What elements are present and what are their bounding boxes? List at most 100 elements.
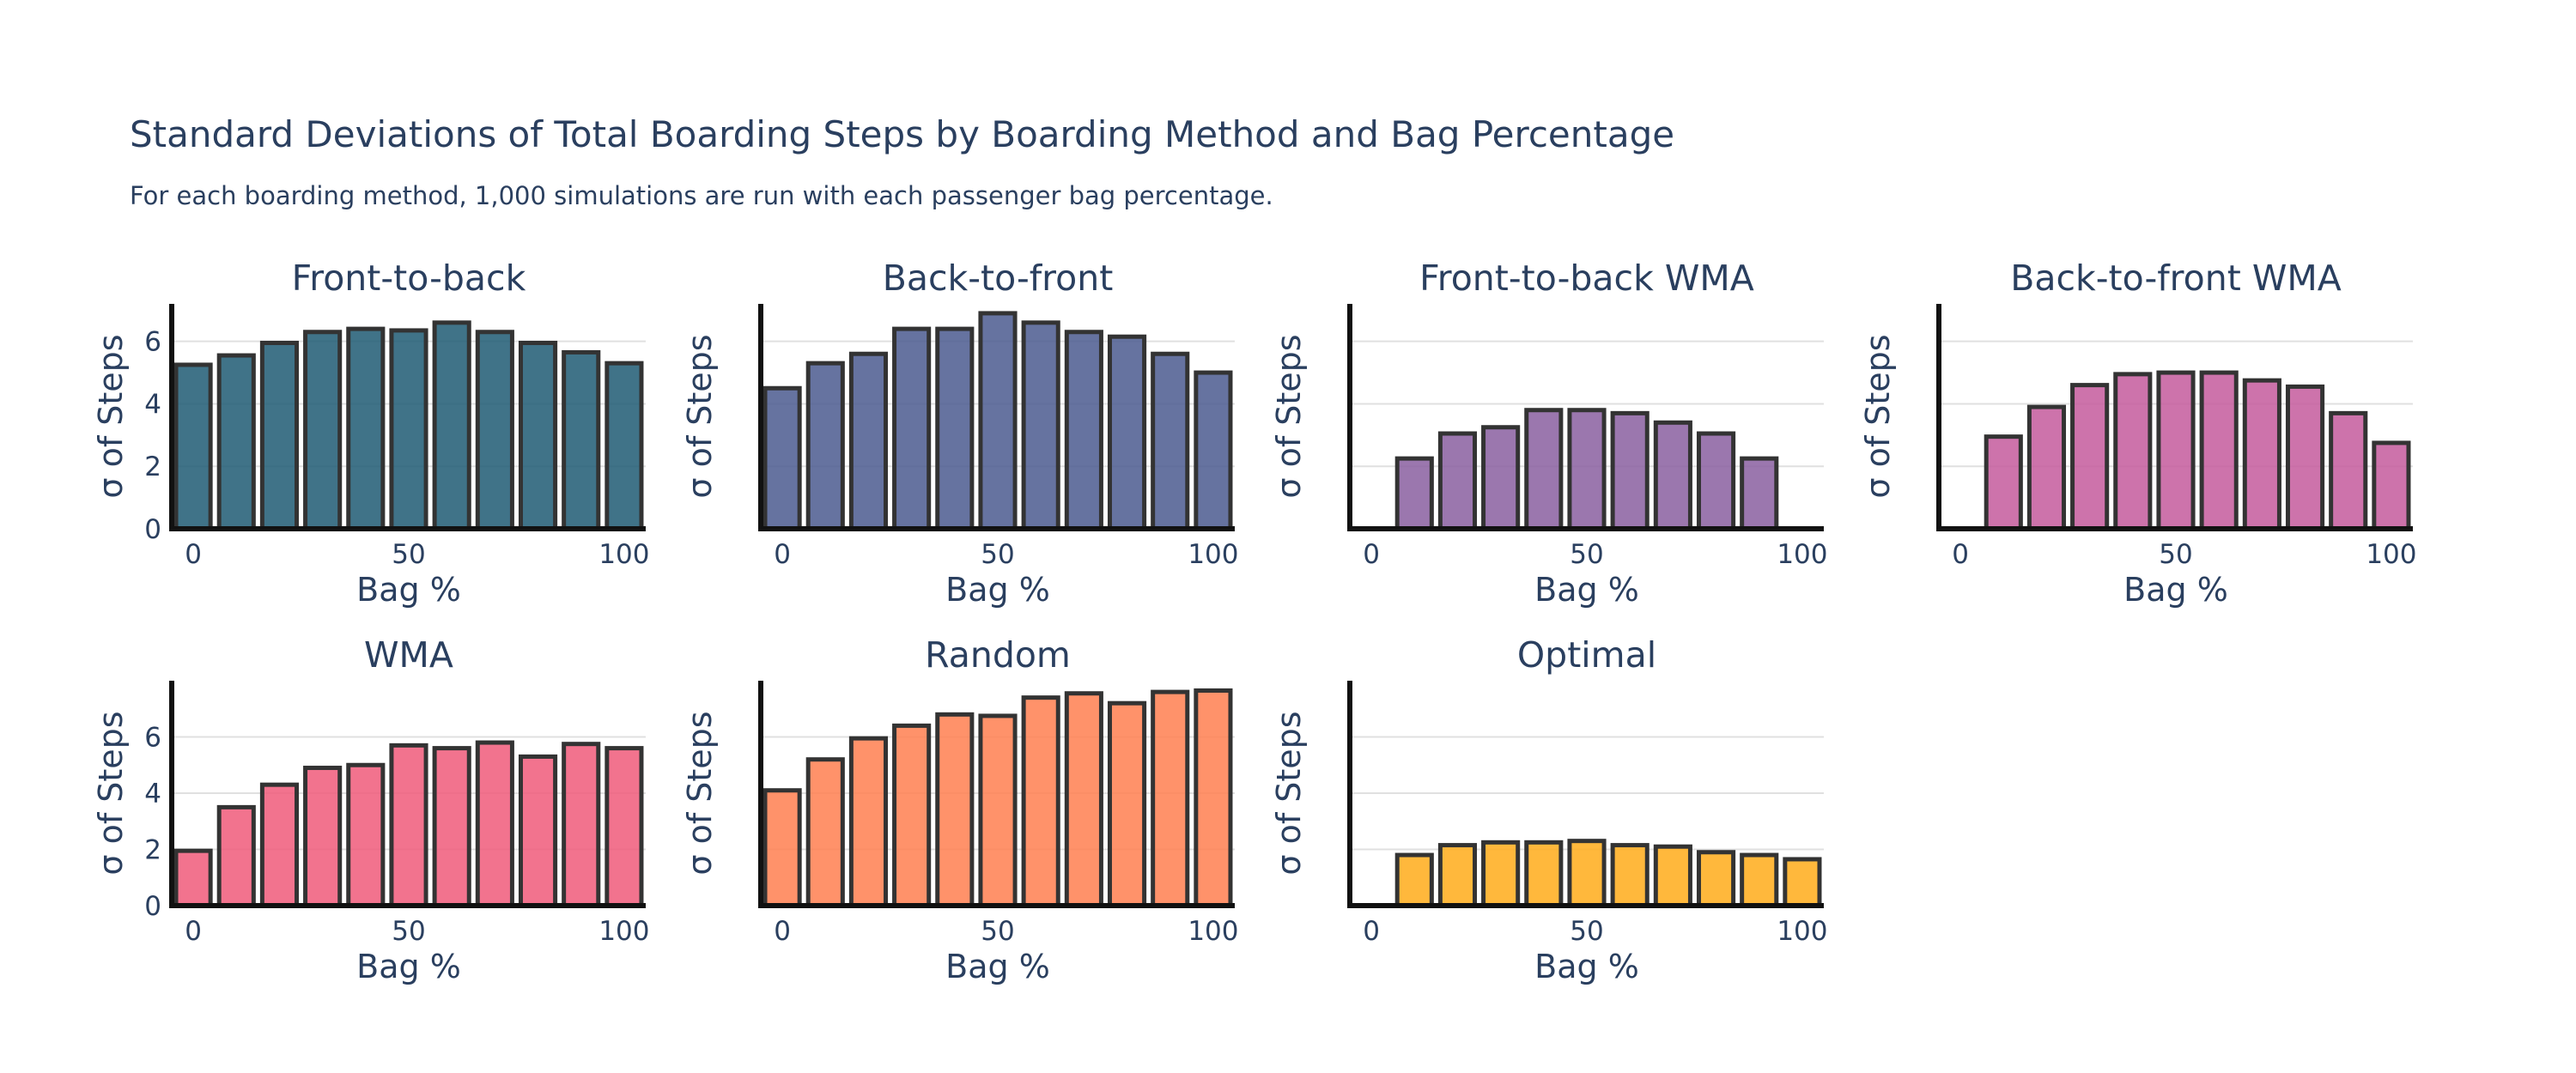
wma-y-tick-label: 2 [144,835,161,866]
random-bar [848,736,889,908]
optimal-bar [1610,843,1649,908]
wma-bar [389,743,428,908]
optimal-bar [1696,850,1736,908]
front-to-back-wma-x-tick-label: 50 [1570,539,1603,570]
random-x-tick-label: 0 [774,916,791,947]
random-subplot-title: Random [925,634,1071,676]
optimal-bar [1653,844,1692,908]
random-bar [1064,691,1103,908]
front-to-back-x-tick-label: 0 [185,539,202,570]
random-bar [935,712,975,908]
front-to-back-wma-bar [1610,410,1649,531]
front-to-back-y-tick-label: 2 [144,452,161,482]
front-to-back-wma-bar [1394,456,1434,531]
back-to-front-subplot-title: Back-to-front [883,258,1114,299]
back-to-front-bar [935,326,975,531]
back-to-front-wma-bar [2070,383,2110,531]
back-to-front-wma-bar [2026,404,2067,531]
random-bar [892,723,932,908]
wma-bar [562,742,601,908]
back-to-front-wma-bar [2329,410,2368,531]
back-to-front-wma-subplot-title: Back-to-front WMA [2010,258,2342,299]
wma-x-tick-label: 50 [392,916,425,947]
back-to-front-wma-bar [2285,384,2325,531]
front-to-back-y-tick-label: 0 [144,514,161,545]
wma-bar [173,848,213,908]
front-to-back-bar [389,328,428,531]
back-to-front-wma-bar [2372,440,2411,531]
back-to-front-bar [892,326,932,531]
wma-y-tick-label: 0 [144,891,161,922]
back-to-front-wma-y-axis-title: σ of Steps [1859,334,1897,498]
optimal-y-axis-title: σ of Steps [1270,711,1308,875]
front-to-back-wma-subplot-title: Front-to-back WMA [1419,258,1754,299]
front-to-back-bar [432,320,471,531]
random-y-axis-title: σ of Steps [681,711,719,875]
random-bar [805,757,845,908]
wma-bar [259,782,300,908]
front-to-back-x-tick-label: 100 [598,539,649,570]
wma-x-tick-label: 0 [185,916,202,947]
wma-y-tick-label: 4 [144,779,161,809]
back-to-front-bar [1194,370,1233,531]
wma-x-axis-title: Bag % [356,948,461,985]
front-to-back-subplot-title: Front-to-back [292,258,526,299]
back-to-front-wma-bar [2242,378,2281,531]
back-to-front-bar [1064,330,1103,531]
optimal-bar [1437,843,1478,908]
front-to-back-y-tick-label: 6 [144,327,161,358]
front-to-back-wma-y-axis-title: σ of Steps [1270,334,1308,498]
back-to-front-bar [1107,334,1147,531]
back-to-front-x-tick-label: 0 [774,539,791,570]
random-bar [978,713,1018,908]
random-bar [1021,695,1060,908]
back-to-front-wma-bar [2156,370,2196,531]
front-to-back-y-tick-label: 4 [144,389,161,420]
back-to-front-bar [978,311,1018,531]
front-to-back-x-tick-label: 50 [392,539,425,570]
front-to-back-wma-x-tick-label: 0 [1363,539,1380,570]
wma-bar [303,766,343,908]
optimal-bar [1394,852,1434,908]
wma-y-tick-label: 6 [144,723,161,754]
wma-subplot-title: WMA [364,634,453,676]
front-to-back-wma-bar [1696,431,1736,531]
back-to-front-bar [1021,320,1060,531]
front-to-back-wma-x-tick-label: 100 [1777,539,1827,570]
optimal-x-tick-label: 100 [1777,916,1827,947]
front-to-back-bar [518,340,558,531]
back-to-front-wma-x-tick-label: 50 [2159,539,2192,570]
figure-title: Standard Deviations of Total Boarding St… [130,113,1675,155]
front-to-back-bar [259,340,300,531]
back-to-front-wma-x-tick-label: 0 [1952,539,1969,570]
back-to-front-bar [1151,351,1190,531]
front-to-back-bar [303,330,343,531]
random-bar [1151,689,1190,908]
optimal-x-tick-label: 50 [1570,916,1603,947]
optimal-bar [1740,852,1779,908]
random-bar [762,788,802,908]
front-to-back-wma-bar [1481,425,1521,531]
back-to-front-wma-bar [2113,372,2153,531]
front-to-back-bar [173,362,213,531]
back-to-front-x-tick-label: 100 [1188,539,1238,570]
front-to-back-y-axis-title: σ of Steps [92,334,130,498]
front-to-back-wma-bar [1437,431,1478,531]
back-to-front-bar [762,385,802,531]
back-to-front-wma-x-axis-title: Bag % [2123,571,2228,609]
optimal-x-tick-label: 0 [1363,916,1380,947]
random-x-axis-title: Bag % [945,948,1050,985]
optimal-x-axis-title: Bag % [1534,948,1639,985]
optimal-bar [1481,840,1521,908]
back-to-front-bar [805,361,845,531]
back-to-front-x-axis-title: Bag % [945,571,1050,609]
front-to-back-wma-bar [1567,408,1607,531]
back-to-front-wma-bar [1984,434,2023,531]
front-to-back-bar [216,353,256,531]
wma-y-axis-title: σ of Steps [92,711,130,875]
optimal-bar [1567,839,1607,908]
wma-bar [518,754,558,908]
front-to-back-wma-bar [1653,420,1692,531]
back-to-front-wma-x-tick-label: 100 [2366,539,2416,570]
